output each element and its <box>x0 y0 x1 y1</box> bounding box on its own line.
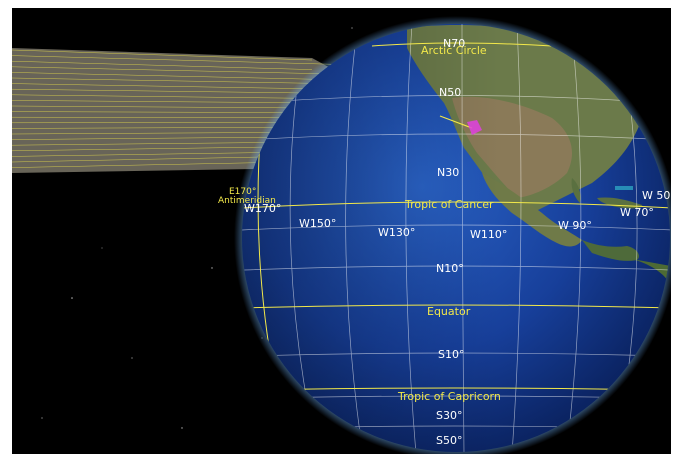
sun-ray-line <box>12 49 313 61</box>
tropic-of-capricorn-line <box>251 387 661 391</box>
sun-ray-line <box>12 66 353 75</box>
label-e170: E170° <box>229 187 256 197</box>
label-w90: W 90° <box>558 219 592 232</box>
label-w110: W110° <box>470 228 507 241</box>
label-s10: S10° <box>438 348 464 361</box>
equator-line <box>242 304 670 309</box>
sun-ray-line <box>12 60 313 70</box>
label-s50: S50° <box>436 434 462 447</box>
label-w50: W 50° <box>642 189 671 202</box>
map-labels: N70 Arctic Circle N50 N30 Tropic of Canc… <box>218 37 671 447</box>
caribbean-highlight <box>615 186 633 190</box>
label-w150: W150° <box>299 217 336 230</box>
location-pin[interactable] <box>439 115 482 135</box>
label-tropic-of-cancer: Tropic of Cancer <box>404 198 494 211</box>
label-n30: N30 <box>437 166 459 179</box>
label-s30: S30° <box>436 409 462 422</box>
graticule <box>242 24 670 452</box>
label-n10: N10° <box>436 262 464 275</box>
label-tropic-of-capricorn: Tropic of Capricorn <box>397 390 501 403</box>
label-w170: W170° <box>244 202 281 215</box>
tropic-of-cancer-line <box>242 201 670 209</box>
label-n70: N70 <box>443 37 465 50</box>
sun-ray-line <box>12 126 313 129</box>
label-equator: Equator <box>427 305 471 318</box>
label-arctic-circle: Arctic Circle <box>421 44 487 57</box>
globe-view[interactable]: N70 Arctic Circle N50 N30 Tropic of Canc… <box>12 8 671 454</box>
sun-ray-line <box>12 72 313 80</box>
label-w130: W130° <box>378 226 415 239</box>
sun-ray-line <box>12 55 353 66</box>
label-antimeridian: Antimeridian <box>218 196 276 206</box>
label-n50: N50 <box>439 86 461 99</box>
sun-ray-line <box>12 105 313 109</box>
sun-ray-line <box>12 77 353 85</box>
label-w70: W 70° <box>620 206 654 219</box>
globe-svg: N70 Arctic Circle N50 N30 Tropic of Canc… <box>12 16 671 454</box>
arctic-circle-line <box>371 42 553 47</box>
star-field <box>41 27 353 429</box>
sun-ray-line <box>12 83 313 90</box>
sun-ray-line <box>12 94 313 99</box>
